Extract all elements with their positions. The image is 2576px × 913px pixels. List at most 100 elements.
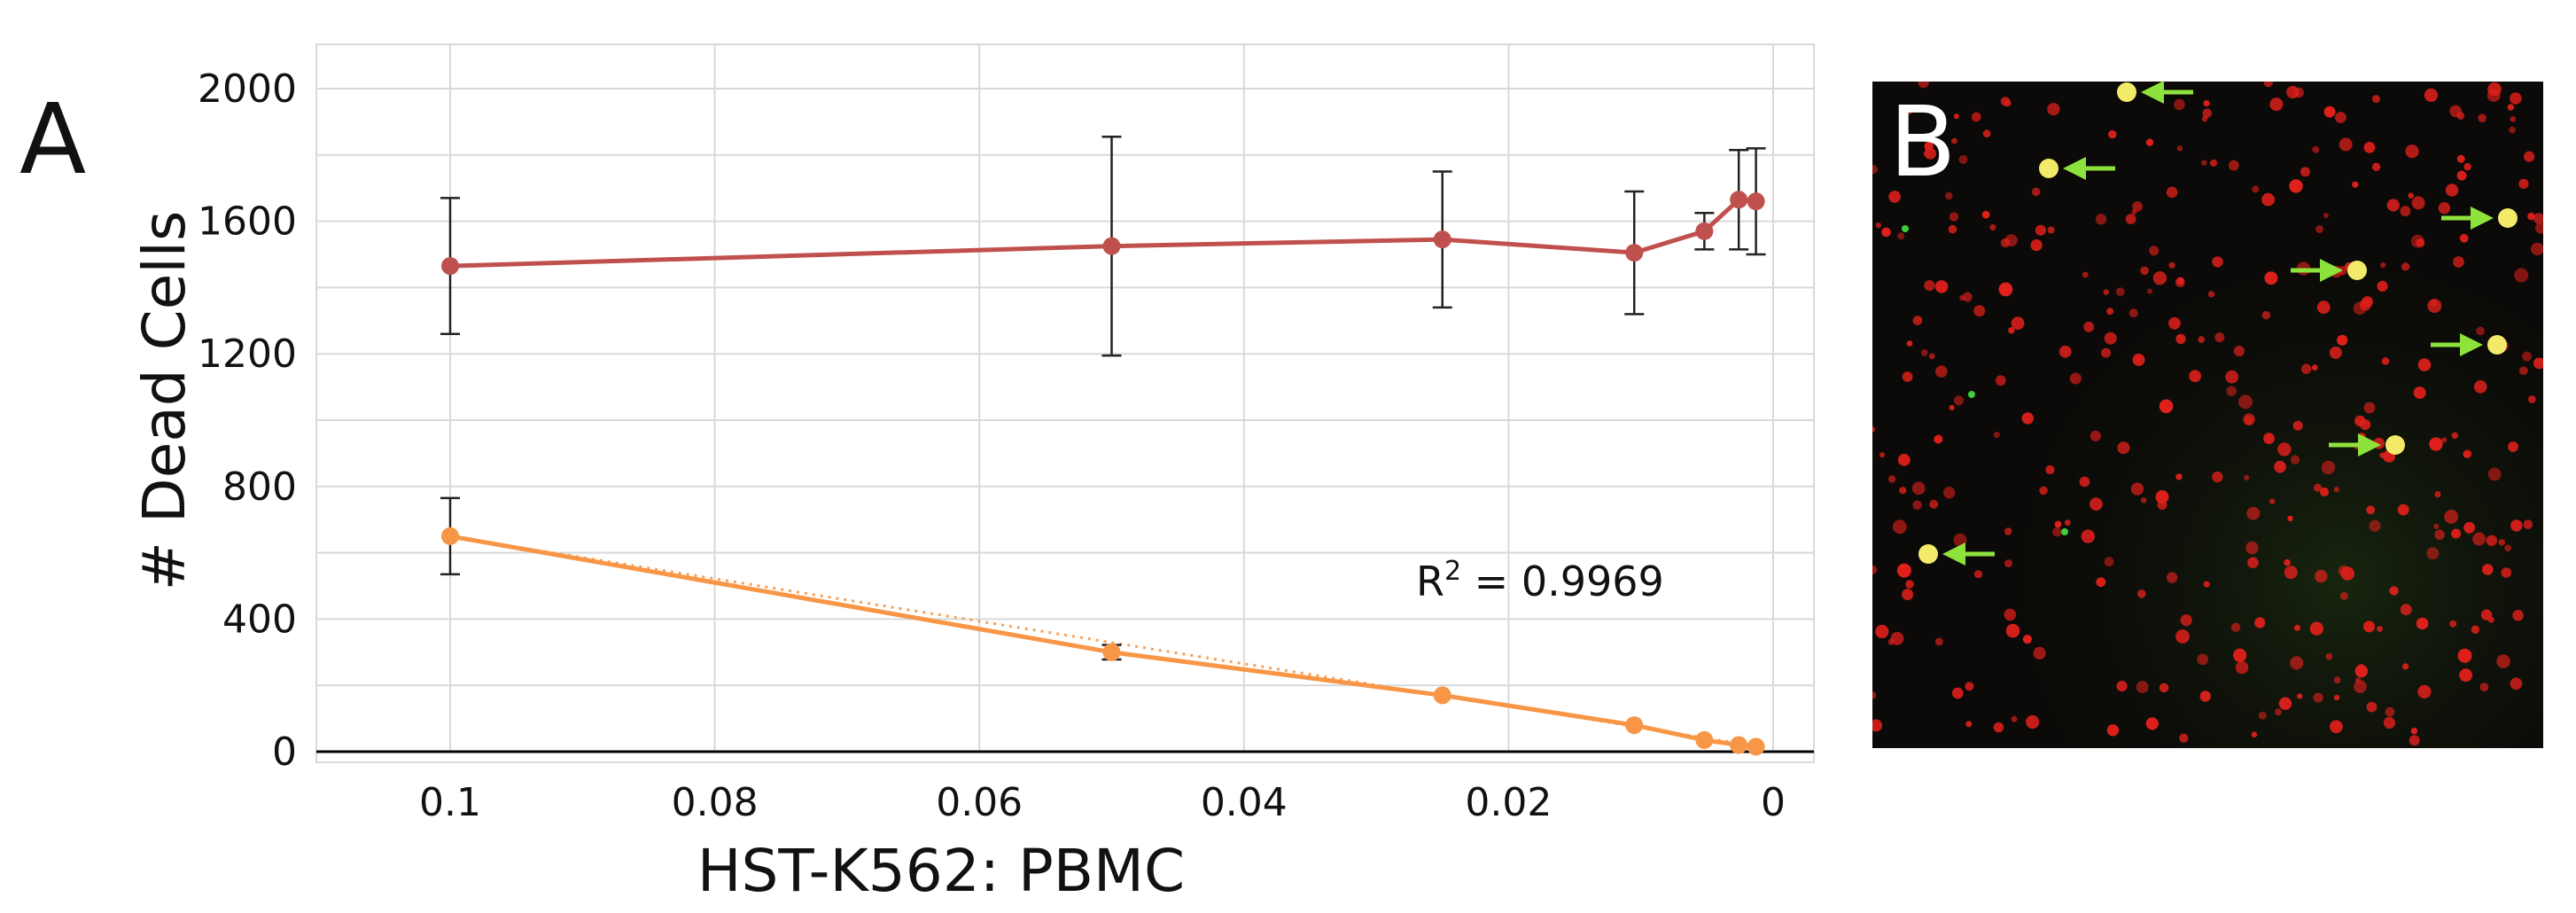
red-cell [2312,145,2320,153]
red-cell [2199,691,2211,702]
red-cell [2167,572,2178,583]
red-cell [1872,426,1876,433]
series-1-point [1625,244,1644,262]
red-cell [2433,523,2440,530]
red-cell [1897,453,1911,466]
red-cell [2315,225,2323,233]
red-cell [2045,464,2055,475]
series-1-point [441,257,459,276]
red-cell [1934,434,1943,444]
red-cell [1948,224,1957,234]
red-cell [2479,683,2489,691]
red-cell [1953,113,1959,120]
red-cell [2518,178,2529,189]
red-cell [2011,715,2018,722]
red-cell [2238,394,2253,410]
red-cell [2082,271,2089,278]
red-cell [2434,529,2445,540]
yellow-cell [2498,208,2518,228]
red-cell [2189,370,2202,383]
red-cell [2311,364,2318,371]
red-cell [2417,358,2432,371]
red-cell [2292,420,2303,431]
series-1-point [1102,237,1121,255]
red-cell [2022,635,2032,644]
red-cell [2228,160,2239,171]
red-cell [2352,181,2359,188]
red-cell [2039,486,2048,496]
red-cell [2321,460,2336,475]
red-cell [2243,413,2255,425]
red-cell [2363,142,2376,153]
red-cell [1899,487,1907,495]
red-cell [2453,256,2464,268]
highlighted-cell-marker [2291,259,2367,282]
red-cell [2277,442,2292,456]
red-cell [1890,631,1904,645]
red-cell [2293,624,2300,631]
red-cell [2197,653,2209,666]
red-cell [1875,624,1889,639]
x-tick-label: 0.08 [672,780,759,825]
red-cell [2008,327,2015,334]
red-cell [1881,227,1891,238]
red-cell [2472,532,2487,546]
red-cell [1953,395,1964,406]
red-cell [2371,95,2380,104]
red-cell [2323,105,2336,118]
red-cell [2175,629,2190,644]
red-cell [2531,242,2543,256]
red-cell [1943,487,1956,499]
red-cell [2290,656,2304,670]
arrow-icon [2460,333,2483,356]
red-cell [2487,89,2501,102]
series-1-point [1433,230,1451,249]
red-cell [2408,192,2414,199]
red-cell [1892,519,1907,535]
red-cell [1921,349,1928,356]
red-cell [2504,544,2512,552]
micrograph-glow [1872,82,2543,748]
red-cell [1872,691,1877,699]
red-cell [2095,214,2107,225]
red-cell [1995,375,2006,386]
red-cell [2235,660,2249,675]
red-cell [2011,316,2025,331]
red-cell [2174,98,2185,111]
red-cell [2207,291,2215,298]
red-cell [2096,577,2106,588]
red-cell [1959,294,1965,301]
red-cell [2264,271,2278,285]
red-cell [2427,299,2442,313]
red-cell [2198,336,2205,343]
red-cell [2005,623,2020,638]
highlighted-cell-marker [2117,81,2193,104]
red-cell [2508,441,2518,452]
red-cell [2309,621,2323,636]
red-cell [2180,614,2192,627]
micrograph-highlights [1918,81,2518,566]
red-cell [1872,719,1883,732]
red-cell [1949,212,1959,222]
yellow-cell [1918,544,1938,564]
red-cell [2333,676,2341,684]
series-2-point [1433,686,1451,705]
red-cell [2052,527,2062,537]
red-cell [2212,471,2223,483]
red-cell [2269,98,2284,112]
red-cell [2501,567,2512,578]
red-cell [2400,604,2412,616]
red-cell [2030,239,2043,252]
red-cell [1872,565,1878,574]
red-cell [2021,412,2034,425]
red-cell [2254,617,2266,628]
red-cell [2323,213,2329,219]
red-cell [2290,455,2300,464]
red-cell [2527,212,2535,221]
red-cell [2476,326,2486,336]
grid [316,44,1814,752]
red-cell [1945,191,1953,200]
red-cell [2338,266,2347,276]
red-cell [2381,357,2390,365]
y-tick-label: 1200 [198,332,297,377]
